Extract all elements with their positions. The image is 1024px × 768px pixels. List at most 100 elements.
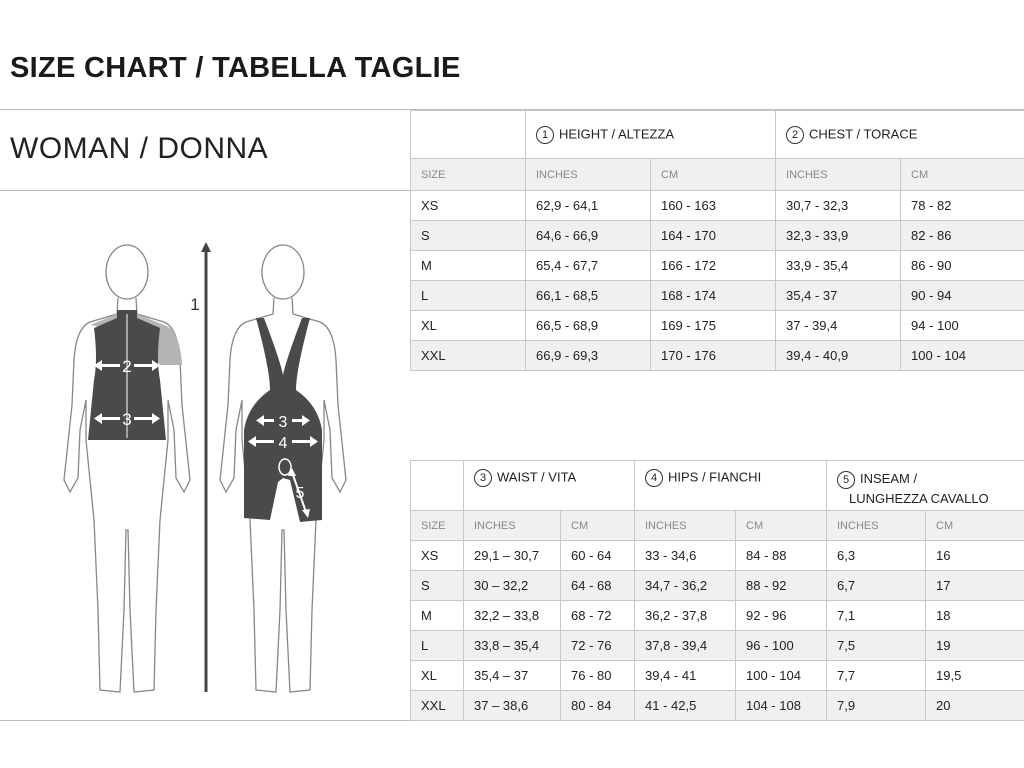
value-cell: 37,8 - 39,4 xyxy=(634,630,736,661)
group-label-line2: LUNGHEZZA CAVALLO xyxy=(849,491,989,506)
subheader-row: SIZE INCHES CM INCHES CM xyxy=(410,158,1024,191)
column-header: CM xyxy=(735,510,827,541)
empty-header-cell xyxy=(410,460,464,511)
value-cell: 86 - 90 xyxy=(900,250,1024,281)
value-cell: 65,4 - 67,7 xyxy=(525,250,651,281)
label-1: 1 xyxy=(190,295,199,314)
group-header-waist: 3 WAIST / VITA xyxy=(463,460,635,511)
group-header-chest: 2 CHEST / TORACE xyxy=(775,110,1024,159)
value-cell: 19 xyxy=(924,630,1024,661)
group-label: CHEST / TORACE xyxy=(809,125,918,141)
value-cell: 62,9 - 64,1 xyxy=(525,190,651,221)
value-cell: 35,4 - 37 xyxy=(775,280,902,311)
group-header-hips: 4 HIPS / FIANCHI xyxy=(634,460,827,511)
group-header-height: 1 HEIGHT / ALTEZZA xyxy=(524,110,777,159)
divider xyxy=(0,720,1024,721)
value-cell: 66,9 - 69,3 xyxy=(525,340,651,371)
value-cell: 82 - 86 xyxy=(900,220,1024,251)
circle-number-icon: 5 xyxy=(837,470,855,489)
value-cell: 170 - 176 xyxy=(649,340,777,371)
group-label: INSEAM / xyxy=(860,471,918,486)
size-cell: M xyxy=(410,600,464,631)
value-cell: 94 - 100 xyxy=(900,310,1024,341)
table-row: XL 66,5 - 68,9 169 - 175 37 - 39,4 94 - 100 xyxy=(410,310,1024,341)
group-label: HIPS / FIANCHI xyxy=(668,469,762,485)
size-cell: L xyxy=(410,280,526,311)
value-cell: 36,2 - 37,8 xyxy=(634,600,736,631)
value-cell: 68 - 72 xyxy=(560,600,635,631)
size-cell: XS xyxy=(410,190,526,221)
column-header: INCHES xyxy=(463,510,561,541)
size-cell: S xyxy=(410,570,464,601)
size-cell: S xyxy=(410,220,526,251)
value-cell: 30 – 32,2 xyxy=(463,570,561,601)
value-cell: 64,6 - 66,9 xyxy=(525,220,651,251)
column-header: SIZE xyxy=(410,510,464,541)
table-row: S 30 – 32,2 64 - 68 34,7 - 36,2 88 - 92 6,7 17 xyxy=(410,570,1024,601)
group-label: WAIST / VITA xyxy=(497,469,577,485)
value-cell: 32,3 - 33,9 xyxy=(775,220,902,251)
table-row: XS 29,1 – 30,7 60 - 64 33 - 34,6 84 - 88 6,3 1… xyxy=(410,540,1024,571)
column-header: CM xyxy=(900,158,1024,191)
column-header: INCHES xyxy=(775,158,902,191)
column-header: CM xyxy=(649,158,777,191)
circle-number-icon: 3 xyxy=(474,469,492,487)
value-cell: 168 - 174 xyxy=(649,280,777,311)
size-cell: XXL xyxy=(410,690,464,721)
table-row: L 33,8 – 35,4 72 - 76 37,8 - 39,4 96 - 100 7,… xyxy=(410,630,1024,661)
value-cell: 33,9 - 35,4 xyxy=(775,250,902,281)
value-cell: 169 - 175 xyxy=(649,310,777,341)
circle-number-icon: 1 xyxy=(536,125,554,144)
value-cell: 92 - 96 xyxy=(735,600,827,631)
size-cell: M xyxy=(410,250,526,281)
group-header-inseam: 5 INSEAM / LUNGHEZZA CAVALLO xyxy=(825,460,1024,511)
value-cell: 76 - 80 xyxy=(560,660,635,691)
size-cell: XL xyxy=(410,310,526,341)
front-arrows xyxy=(94,360,160,424)
table-row: L 66,1 - 68,5 168 - 174 35,4 - 37 90 - 94 xyxy=(410,280,1024,311)
value-cell: 66,5 - 68,9 xyxy=(525,310,651,341)
waist-hips-inseam-table: 3 WAIST / VITA 4 HIPS / FIANCHI 5 INSEAM / L… xyxy=(410,460,1024,721)
value-cell: 6,7 xyxy=(826,570,926,601)
value-cell: 7,9 xyxy=(826,690,926,721)
value-cell: 37 – 38,6 xyxy=(463,690,561,721)
value-cell: 78 - 82 xyxy=(900,190,1024,221)
value-cell: 72 - 76 xyxy=(560,630,635,661)
value-cell: 7,5 xyxy=(826,630,926,661)
value-cell: 66,1 - 68,5 xyxy=(525,280,651,311)
value-cell: 7,7 xyxy=(826,660,926,691)
label-2: 2 xyxy=(122,357,131,376)
column-header: INCHES xyxy=(826,510,926,541)
value-cell: 100 - 104 xyxy=(735,660,827,691)
value-cell: 96 - 100 xyxy=(735,630,827,661)
value-cell: 64 - 68 xyxy=(560,570,635,601)
value-cell: 60 - 64 xyxy=(560,540,635,571)
group-label: HEIGHT / ALTEZZA xyxy=(559,125,675,141)
value-cell: 16 xyxy=(924,540,1024,571)
value-cell: 39,4 - 40,9 xyxy=(775,340,902,371)
table-row: XXL 66,9 - 69,3 170 - 176 39,4 - 40,9 100 - … xyxy=(410,340,1024,371)
label-3-front: 3 xyxy=(122,410,131,429)
value-cell: 41 - 42,5 xyxy=(634,690,736,721)
value-cell: 29,1 – 30,7 xyxy=(463,540,561,571)
value-cell: 33 - 34,6 xyxy=(634,540,736,571)
label-4: 4 xyxy=(279,435,288,452)
empty-header-cell xyxy=(410,110,526,159)
size-cell: XL xyxy=(410,660,464,691)
value-cell: 6,3 xyxy=(826,540,926,571)
value-cell: 30,7 - 32,3 xyxy=(775,190,902,221)
divider xyxy=(0,190,410,191)
circle-number-icon: 4 xyxy=(645,469,663,487)
label-3-back: 3 xyxy=(279,414,288,431)
size-cell: XXL xyxy=(410,340,526,371)
table-row: XS 62,9 - 64,1 160 - 163 30,7 - 32,3 78 - 82 xyxy=(410,190,1024,221)
table-row: M 65,4 - 67,7 166 - 172 33,9 - 35,4 86 - 90 xyxy=(410,250,1024,281)
value-cell: 88 - 92 xyxy=(735,570,827,601)
value-cell: 104 - 108 xyxy=(735,690,827,721)
value-cell: 84 - 88 xyxy=(735,540,827,571)
size-cell: XS xyxy=(410,540,464,571)
value-cell: 7,1 xyxy=(826,600,926,631)
height-chest-table: 1 HEIGHT / ALTEZZA 2 CHEST / TORACE SIZE IN… xyxy=(410,110,1024,371)
subheader-row: SIZE INCHES CM INCHES CM INCHES CM xyxy=(410,510,1024,541)
table-row: M 32,2 – 33,8 68 - 72 36,2 - 37,8 92 - 96 7,1… xyxy=(410,600,1024,631)
